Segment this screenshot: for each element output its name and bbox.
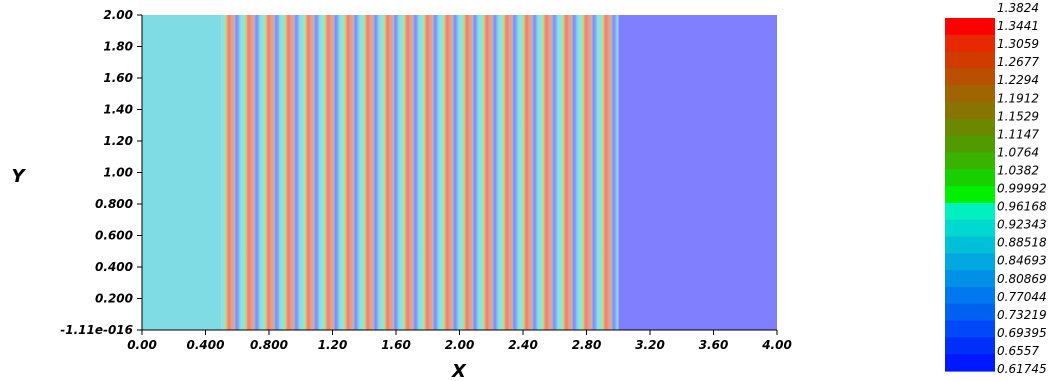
colorbar-segment xyxy=(945,118,995,137)
x-tick-label: 1.60 xyxy=(381,338,411,352)
y-tick-label: -1.11e-016 xyxy=(60,323,133,337)
colorbar-segment xyxy=(945,219,995,238)
x-tick-label: 0.400 xyxy=(187,338,225,352)
y-tick-label: 1.20 xyxy=(103,134,133,148)
colorbar-segment xyxy=(945,236,995,254)
colorbar-segment xyxy=(945,270,995,288)
colorbar-segment xyxy=(945,85,995,103)
colorbar-label: 1.3059 xyxy=(997,37,1039,51)
colorbar-segment xyxy=(945,135,995,154)
colorbar-label: 1.0382 xyxy=(997,163,1039,177)
colorbar-label: 0.99992 xyxy=(997,182,1047,196)
colorbar-label: 0.6557 xyxy=(997,344,1039,358)
x-tick-labels: 0.00 0.400 0.800 1.20 1.60 2.00 2.40 2.80 3.20 3.… xyxy=(127,330,792,352)
x-tick-label: 0.00 xyxy=(127,338,157,352)
x-tick-label: 2.80 xyxy=(572,338,602,352)
colorbar-segment xyxy=(945,337,995,355)
y-tick-label: 0.600 xyxy=(95,229,133,243)
colorbar-label: 1.1529 xyxy=(997,109,1039,123)
colorbar-segment xyxy=(945,202,995,221)
field-plot-area xyxy=(142,15,777,330)
colorbar-segment xyxy=(945,34,995,53)
x-tick-label: 2.00 xyxy=(445,338,475,352)
colorbar-label: 0.96168 xyxy=(997,200,1047,214)
x-axis-label: X xyxy=(451,361,467,381)
y-tick-label: 1.80 xyxy=(103,40,133,54)
colorbar-segment xyxy=(945,51,995,70)
x-tick-label: 3.60 xyxy=(699,338,729,352)
y-tick-label: 0.200 xyxy=(95,292,133,306)
y-tick-label: 1.40 xyxy=(103,103,133,117)
colorbar-label: 1.2677 xyxy=(997,55,1039,69)
x-tick-label: 2.40 xyxy=(508,338,538,352)
colorbar-label: 1.2294 xyxy=(997,73,1039,87)
x-tick-label: 4.00 xyxy=(761,338,792,352)
colorbar-label: 0.88518 xyxy=(997,236,1047,250)
colorbar-segment xyxy=(945,286,995,305)
colorbar xyxy=(945,18,995,372)
left-region xyxy=(142,15,222,330)
y-axis-label: Y xyxy=(11,166,26,187)
x-tick-label: 1.20 xyxy=(318,338,348,352)
colorbar-label: 0.77044 xyxy=(997,290,1047,304)
colorbar-label: 0.92343 xyxy=(997,218,1047,232)
colorbar-label: 1.3441 xyxy=(997,19,1039,33)
colorbar-labels: 1.3824 1.3441 1.3059 1.2677 1.2294 1.1912 1.15… xyxy=(997,1,1047,376)
colorbar-segment xyxy=(945,102,995,120)
x-tick-label: 3.20 xyxy=(635,338,665,352)
colorbar-label: 0.73219 xyxy=(997,308,1047,322)
right-region xyxy=(618,15,777,330)
colorbar-segment xyxy=(945,186,995,204)
colorbar-segment xyxy=(945,169,995,187)
y-tick-label: 0.400 xyxy=(95,260,133,274)
colorbar-label: 1.0764 xyxy=(997,145,1039,159)
colorbar-label: 0.84693 xyxy=(997,254,1047,268)
colorbar-label: 1.3824 xyxy=(997,1,1039,15)
y-tick-label: 1.60 xyxy=(103,71,133,85)
colorbar-label: 0.69395 xyxy=(997,326,1047,340)
oscillating-region xyxy=(221,15,619,330)
colorbar-segment xyxy=(945,18,995,36)
colorbar-segment xyxy=(945,320,995,338)
colorbar-label: 1.1147 xyxy=(997,127,1039,141)
y-tick-label: 2.00 xyxy=(103,8,133,22)
colorbar-segment xyxy=(945,253,995,271)
colorbar-label: 1.1912 xyxy=(997,91,1039,105)
colorbar-label: 0.80869 xyxy=(997,272,1047,286)
y-tick-label: 0.800 xyxy=(95,197,133,211)
colorbar-label: 0.61745 xyxy=(997,362,1047,376)
colorbar-segment xyxy=(945,68,995,86)
colorbar-segment xyxy=(945,152,995,170)
y-tick-label: 1.00 xyxy=(103,166,133,180)
colorbar-segment xyxy=(945,303,995,322)
colorbar-segment xyxy=(945,354,995,372)
x-tick-label: 0.800 xyxy=(250,338,288,352)
y-tick-labels: -1.11e-016 0.200 0.400 0.600 0.800 1.00 1.20 1.… xyxy=(60,8,142,337)
